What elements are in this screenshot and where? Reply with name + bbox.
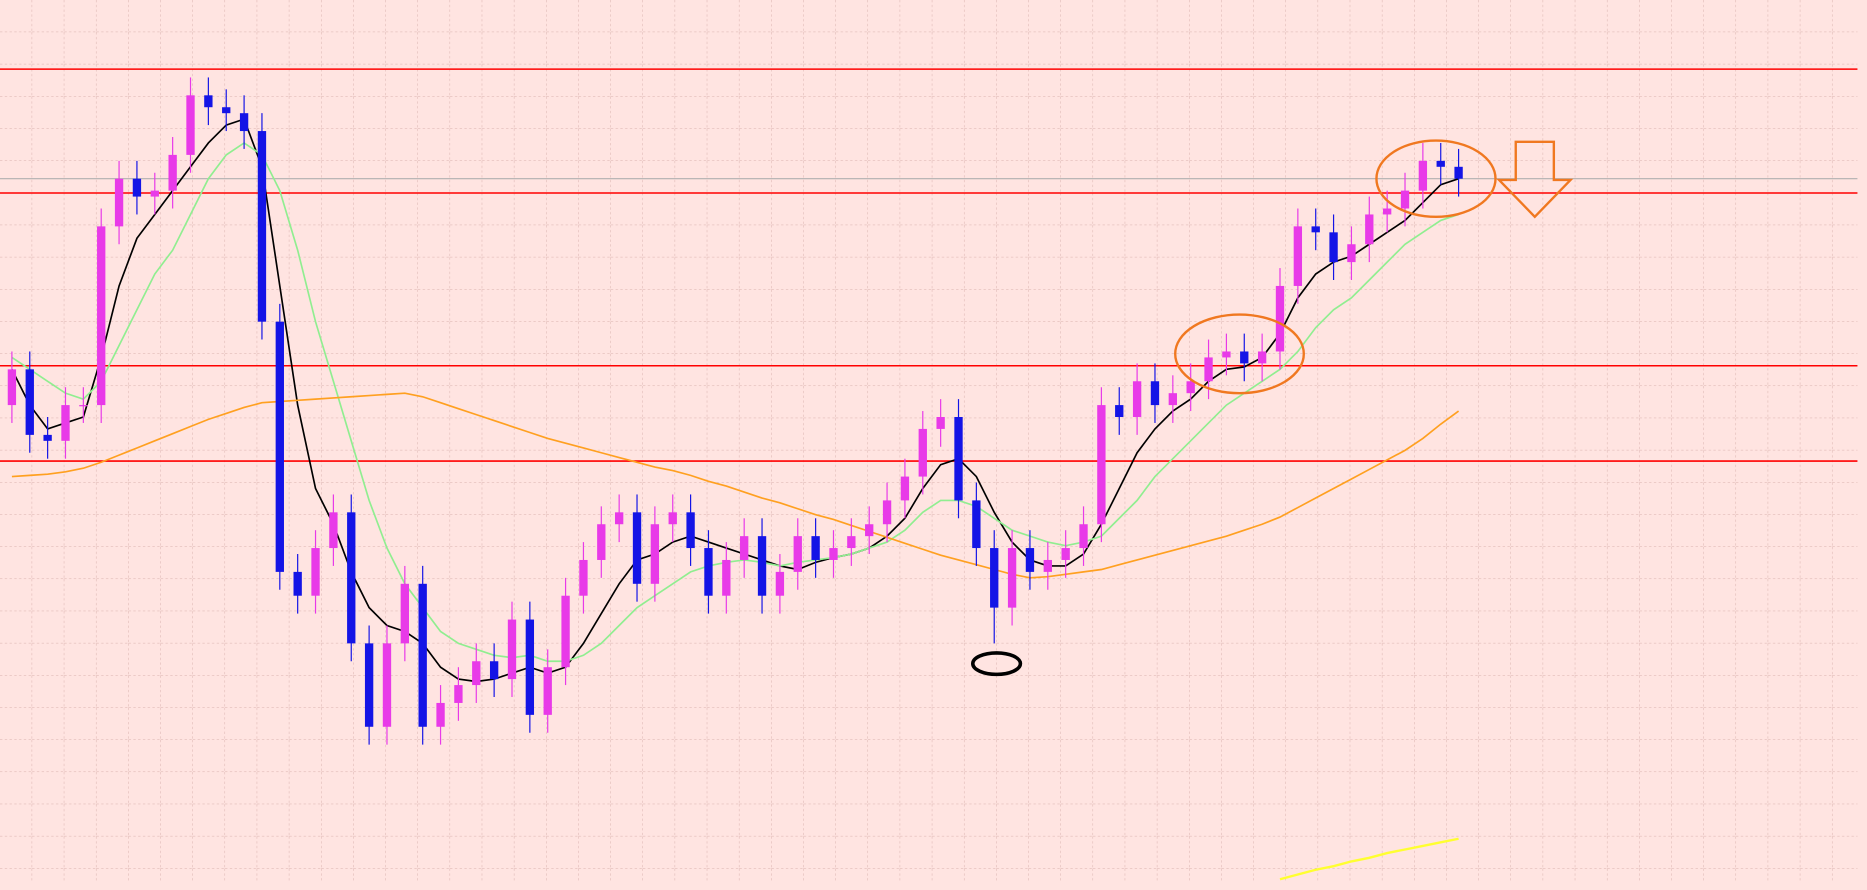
candle-body [1418,160,1428,191]
candle-body [25,369,34,435]
low-marker [971,651,1023,677]
candle-body [329,512,338,549]
candle-body [1293,226,1303,286]
candle-body [239,113,249,132]
candle-body [561,595,570,668]
candle-body [1079,524,1088,549]
candle-body [1115,405,1124,418]
candle-body [722,559,731,596]
candle-body [972,500,981,549]
candle-body [793,536,802,572]
candle-body [811,536,820,560]
candle-body [775,571,785,596]
candle-body [150,190,159,197]
candle-body [632,512,642,584]
candle-body [507,619,517,680]
candle-body [686,512,695,549]
highlight-ellipse [1375,139,1497,219]
candle-body [1454,166,1463,179]
candle-body [650,524,660,584]
candle-body [918,428,927,477]
candle-body [168,154,177,191]
candle-body [400,583,410,644]
candle-body [257,131,267,322]
candle-body [1347,244,1356,263]
candle-body [186,95,195,155]
candle-body [1043,559,1052,572]
candle-body [1240,351,1249,364]
candle-body [1204,357,1213,382]
candle-body [382,643,392,727]
candle-body [829,548,838,560]
candle-body [936,417,945,429]
candle-body [1061,548,1070,560]
highlight-ellipse [1174,313,1305,395]
moving-average [11,141,1459,663]
candle-body [204,95,213,108]
down-arrow [1496,140,1574,219]
candle-body [132,178,142,197]
candle-body [1132,381,1142,418]
candle-body [1400,190,1410,209]
bottom-axis [0,881,1867,890]
candle-body [1311,226,1320,233]
candle-body [954,417,963,501]
marks [0,64,1867,881]
candle-body [61,405,70,441]
candle-body [579,559,588,596]
candle-body [1329,232,1338,263]
candle-body [293,571,302,596]
candle-body [97,226,106,406]
candle-body [1186,381,1195,394]
candle-body [1365,214,1374,245]
candle-body [1382,208,1392,215]
candle-body [222,107,231,114]
candle-body [597,524,606,560]
right-edge [1857,0,1867,890]
candle-body [275,321,284,572]
candle-body [882,500,892,525]
moving-average [11,392,1460,579]
moving-average [1279,837,1459,881]
candle-body [614,512,624,525]
candle-body [525,619,535,715]
candle-body [704,548,713,596]
candle-body [436,702,445,727]
candle-body [1025,548,1035,572]
candle-body [489,661,499,680]
candle-body [1097,405,1106,525]
candle-body [847,536,856,549]
candle-body [472,661,481,686]
candle-body [79,405,88,407]
candle-body [454,685,463,703]
candle-body [668,512,677,525]
candle-body [1168,393,1177,406]
candle-body [1436,160,1445,167]
candle-body [418,583,427,727]
candle-body [347,512,356,644]
candle-body [1222,351,1231,358]
candle-body [990,548,999,608]
candle-body [1007,548,1017,608]
candle-body [757,536,767,596]
candle-body [1275,285,1285,352]
candle-body [114,178,124,227]
candle-body [865,524,874,537]
moving-average [11,118,1459,683]
candle-body [1150,381,1160,406]
candle-body [543,667,552,715]
candle-body [1257,351,1267,364]
candle-body [364,643,374,727]
candle-body [43,434,52,441]
candle-body [900,476,910,501]
lines [11,118,1460,881]
candle-body [740,536,749,560]
candle-body [311,548,320,596]
candle-body [7,369,17,406]
